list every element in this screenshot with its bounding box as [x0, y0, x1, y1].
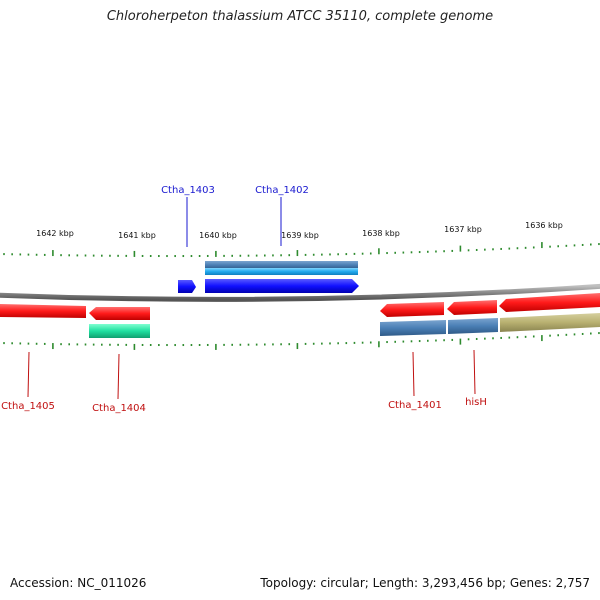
label-hish[interactable]: hisH — [465, 397, 487, 408]
ruler-ticks-top — [3, 242, 600, 258]
gene-ctha-1404[interactable] — [89, 307, 150, 320]
feature-teal — [89, 324, 150, 338]
accession-text: Accession: NC_011026 — [10, 576, 147, 590]
reverse-strand-features — [0, 293, 600, 338]
genome-summary-text: Topology: circular; Length: 3,293,456 bp… — [260, 576, 590, 590]
tick-label: 1640 kbp — [199, 231, 237, 240]
feature-lightblue-top — [205, 268, 358, 275]
forward-strand-features — [178, 261, 359, 293]
leader-ctha-1401 — [412, 351, 415, 397]
feature-steelblue-top — [205, 261, 358, 269]
tick-label: 1638 kbp — [362, 229, 400, 238]
feature-olive — [500, 313, 600, 332]
gene-ctha-1405[interactable] — [0, 304, 86, 318]
tick-label: 1639 kbp — [281, 231, 319, 240]
leader-hish — [473, 349, 476, 395]
gene-labels: Ctha_1403 Ctha_1402 Ctha_1405 Ctha_1404 … — [1, 185, 487, 414]
leader-ctha-1404 — [117, 353, 120, 400]
label-ctha-1403[interactable]: Ctha_1403 — [161, 185, 215, 196]
gene-hish[interactable] — [447, 300, 497, 315]
tick-label: 1636 kbp — [525, 221, 563, 230]
tick-label: 1642 kbp — [36, 229, 74, 238]
genome-title: Chloroherpeton thalassium ATCC 35110, co… — [106, 9, 494, 24]
genome-backbone — [0, 283, 600, 302]
gene-ctha-1402[interactable] — [205, 279, 359, 293]
ruler-ticks-bottom — [3, 332, 600, 350]
label-ctha-1404[interactable]: Ctha_1404 — [92, 403, 146, 414]
gene-ctha-1403[interactable] — [178, 280, 196, 293]
gene-ctha-1401[interactable] — [380, 302, 444, 317]
leader-lines — [27, 197, 476, 400]
feature-steelblue-1 — [380, 320, 446, 336]
gene-red-right — [499, 293, 600, 312]
label-ctha-1405[interactable]: Ctha_1405 — [1, 401, 55, 412]
tick-label: 1641 kbp — [118, 231, 156, 240]
feature-steelblue-2 — [448, 318, 498, 334]
label-ctha-1401[interactable]: Ctha_1401 — [388, 400, 442, 411]
leader-ctha-1405 — [27, 351, 30, 398]
tick-label: 1637 kbp — [444, 225, 482, 234]
ruler-labels: 1642 kbp 1641 kbp 1640 kbp 1639 kbp 1638… — [36, 221, 563, 240]
label-ctha-1402[interactable]: Ctha_1402 — [255, 185, 309, 196]
